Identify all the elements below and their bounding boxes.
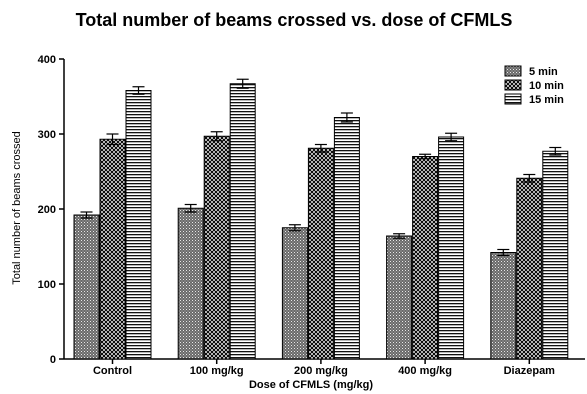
x-tick-label: 400 mg/kg [398,365,452,377]
bar-5-min-0 [73,214,100,360]
bar-15-min-1 [229,83,256,360]
bar-15-min-4 [542,150,569,360]
y-tick-label: 400 [38,54,56,66]
x-tick-label: Control [93,365,132,377]
bar-5-min-1 [177,207,204,360]
bar-10-min-4 [516,177,543,360]
legend: 5 min 10 min 15 min [504,65,564,106]
bar-10-min-0 [99,138,126,360]
x-tick-label: 200 mg/kg [294,365,348,377]
y-tick-label: 0 [50,354,56,366]
bar-5-min-4 [490,252,517,360]
bar-10-min-2 [307,147,334,360]
bar-15-min-3 [438,136,465,360]
bar-10-min-3 [412,156,439,360]
x-axis-label: Dose of CFMLS (mg/kg) [249,379,373,391]
plot-area: 0 100 200 300 400 Control 100 mg/kg 200 mg/kg 40… [38,54,585,377]
x-tick-label: Diazepam [504,365,556,377]
bar-15-min-2 [333,117,360,360]
legend-label: 15 min [529,94,564,106]
bar-5-min-3 [386,235,413,360]
y-tick-label: 300 [38,129,56,141]
legend-label: 5 min [529,66,558,78]
bar-15-min-0 [125,90,152,360]
y-tick-label: 100 [38,279,56,291]
legend-label: 10 min [529,80,564,92]
bar-5-min-2 [281,227,308,360]
y-tick-label: 200 [38,204,56,216]
legend-swatch [504,79,522,91]
y-axis-label: Total number of beams crossed [11,131,23,284]
chart-title: Total number of beams crossed vs. dose o… [76,10,513,30]
legend-swatch [504,65,522,77]
bar-10-min-1 [203,135,230,360]
x-tick-label: 100 mg/kg [190,365,244,377]
legend-swatch [504,93,522,105]
